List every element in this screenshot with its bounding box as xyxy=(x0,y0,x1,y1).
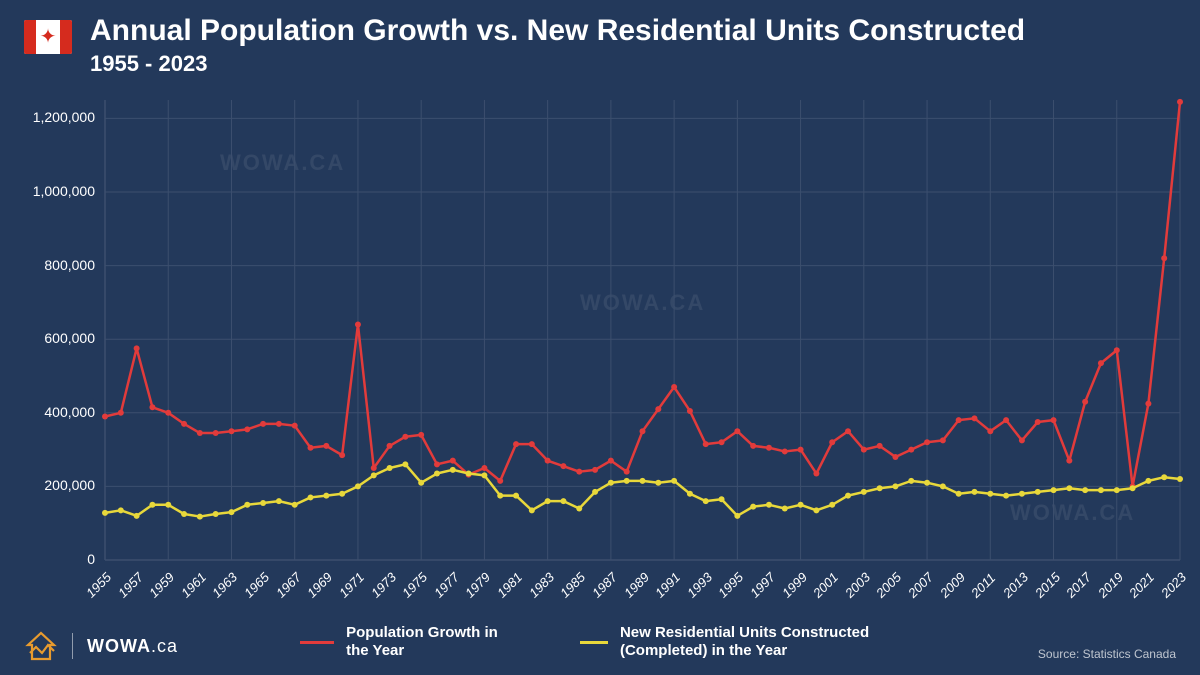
wowa-logo-icon xyxy=(24,629,58,663)
y-axis-label: 200,000 xyxy=(15,477,95,493)
chart-page: ✦ Annual Population Growth vs. New Resid… xyxy=(0,0,1200,675)
y-axis-label: 400,000 xyxy=(15,404,95,420)
legend-label: New Residential Units Constructed (Compl… xyxy=(620,624,900,662)
legend-item-units: New Residential Units Constructed (Compl… xyxy=(580,624,900,662)
legend: Population Growth in the Year New Reside… xyxy=(300,624,900,662)
footer-brand: WOWA.ca xyxy=(24,629,178,663)
brand-text: WOWA.ca xyxy=(87,636,178,657)
legend-item-population: Population Growth in the Year xyxy=(300,624,520,662)
legend-swatch-icon xyxy=(300,641,334,644)
y-axis-label: 1,000,000 xyxy=(15,183,95,199)
y-axis-label: 600,000 xyxy=(15,330,95,346)
legend-label: Population Growth in the Year xyxy=(346,624,520,662)
source-text: Source: Statistics Canada xyxy=(1038,647,1176,661)
y-axis-label: 0 xyxy=(15,551,95,567)
y-axis-label: 1,200,000 xyxy=(15,109,95,125)
legend-swatch-icon xyxy=(580,641,608,644)
separator xyxy=(72,633,73,659)
y-axis-label: 800,000 xyxy=(15,257,95,273)
